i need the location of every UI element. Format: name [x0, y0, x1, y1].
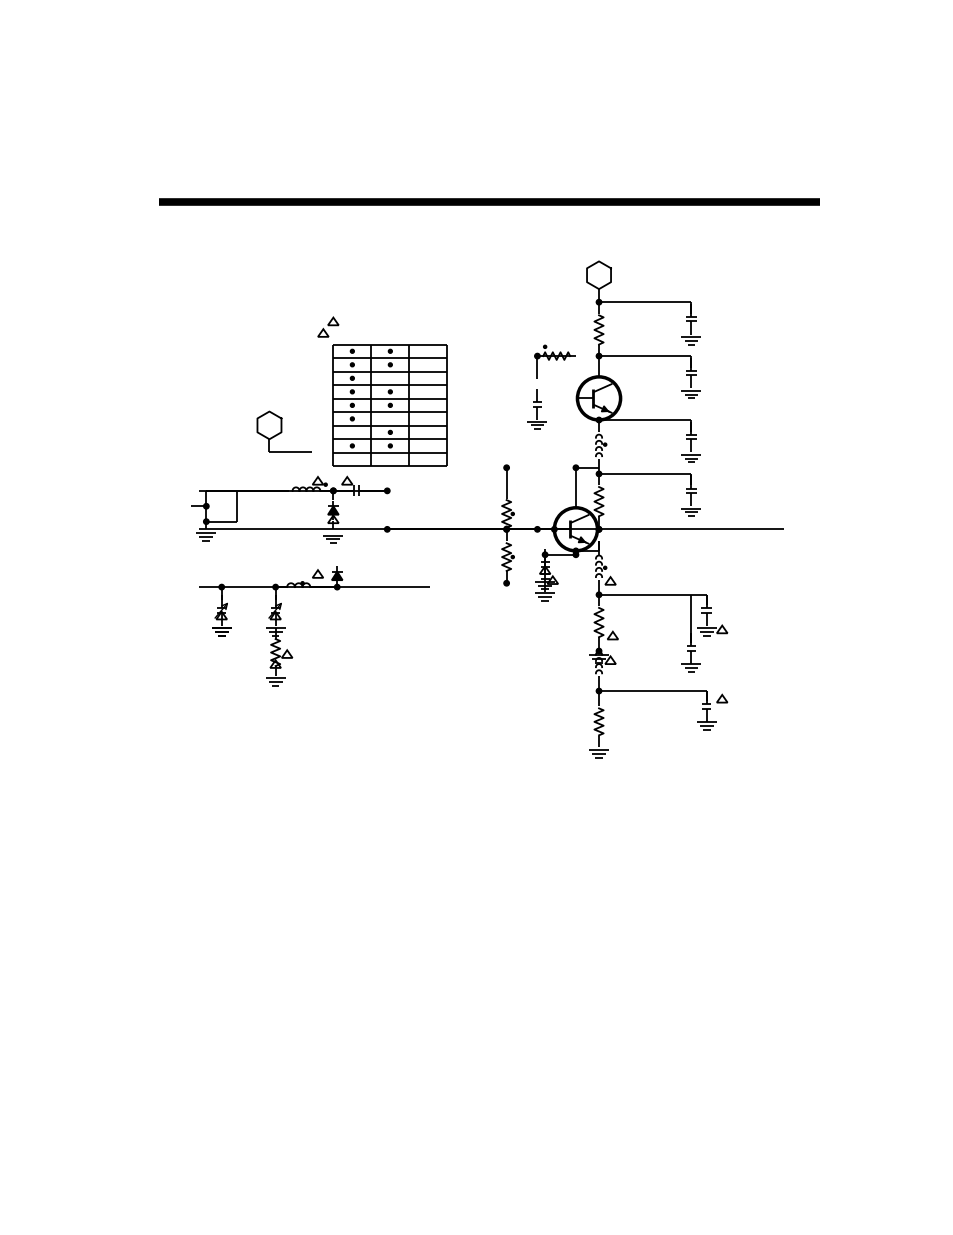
- Circle shape: [331, 488, 335, 494]
- Circle shape: [219, 584, 224, 590]
- Circle shape: [596, 526, 601, 532]
- Circle shape: [350, 404, 354, 408]
- Circle shape: [596, 353, 601, 359]
- Polygon shape: [332, 572, 342, 580]
- Circle shape: [573, 466, 578, 471]
- Circle shape: [331, 488, 335, 494]
- Circle shape: [503, 580, 509, 585]
- Circle shape: [388, 363, 392, 367]
- Circle shape: [596, 592, 601, 598]
- Circle shape: [384, 526, 390, 532]
- Circle shape: [503, 526, 509, 532]
- Circle shape: [596, 417, 601, 422]
- Circle shape: [503, 466, 509, 471]
- Circle shape: [511, 513, 514, 515]
- Circle shape: [388, 445, 392, 448]
- Circle shape: [388, 404, 392, 408]
- Circle shape: [350, 350, 354, 353]
- Circle shape: [350, 417, 354, 421]
- Circle shape: [388, 350, 392, 353]
- Circle shape: [603, 443, 606, 446]
- Circle shape: [301, 582, 304, 585]
- Circle shape: [543, 346, 546, 348]
- Circle shape: [603, 567, 606, 569]
- Circle shape: [388, 431, 392, 435]
- Circle shape: [273, 584, 278, 590]
- Circle shape: [596, 300, 601, 305]
- Circle shape: [596, 688, 601, 694]
- Circle shape: [504, 526, 508, 530]
- Circle shape: [350, 363, 354, 367]
- Circle shape: [596, 526, 601, 532]
- Circle shape: [384, 488, 390, 494]
- Circle shape: [511, 556, 514, 558]
- Circle shape: [542, 552, 547, 557]
- Circle shape: [535, 526, 539, 532]
- Circle shape: [596, 648, 601, 653]
- Circle shape: [324, 483, 327, 487]
- Circle shape: [350, 390, 354, 394]
- Circle shape: [203, 519, 209, 525]
- Circle shape: [335, 584, 339, 590]
- Circle shape: [203, 504, 209, 509]
- Circle shape: [573, 548, 578, 553]
- Circle shape: [350, 445, 354, 448]
- Circle shape: [535, 353, 539, 359]
- Circle shape: [551, 526, 557, 532]
- Circle shape: [596, 472, 601, 477]
- Polygon shape: [328, 506, 338, 515]
- Circle shape: [350, 377, 354, 380]
- Circle shape: [388, 390, 392, 394]
- Circle shape: [503, 526, 509, 532]
- Circle shape: [573, 552, 578, 557]
